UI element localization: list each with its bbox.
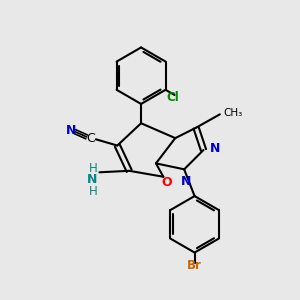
Text: H: H xyxy=(89,185,98,198)
Text: O: O xyxy=(161,176,172,189)
Text: C: C xyxy=(86,132,95,145)
Text: N: N xyxy=(181,175,191,188)
Text: Cl: Cl xyxy=(167,91,179,104)
Text: CH₃: CH₃ xyxy=(224,108,243,118)
Text: H: H xyxy=(89,162,98,175)
Text: N: N xyxy=(66,124,76,137)
Text: N: N xyxy=(87,173,97,186)
Text: N: N xyxy=(209,142,220,155)
Text: Br: Br xyxy=(187,259,202,272)
